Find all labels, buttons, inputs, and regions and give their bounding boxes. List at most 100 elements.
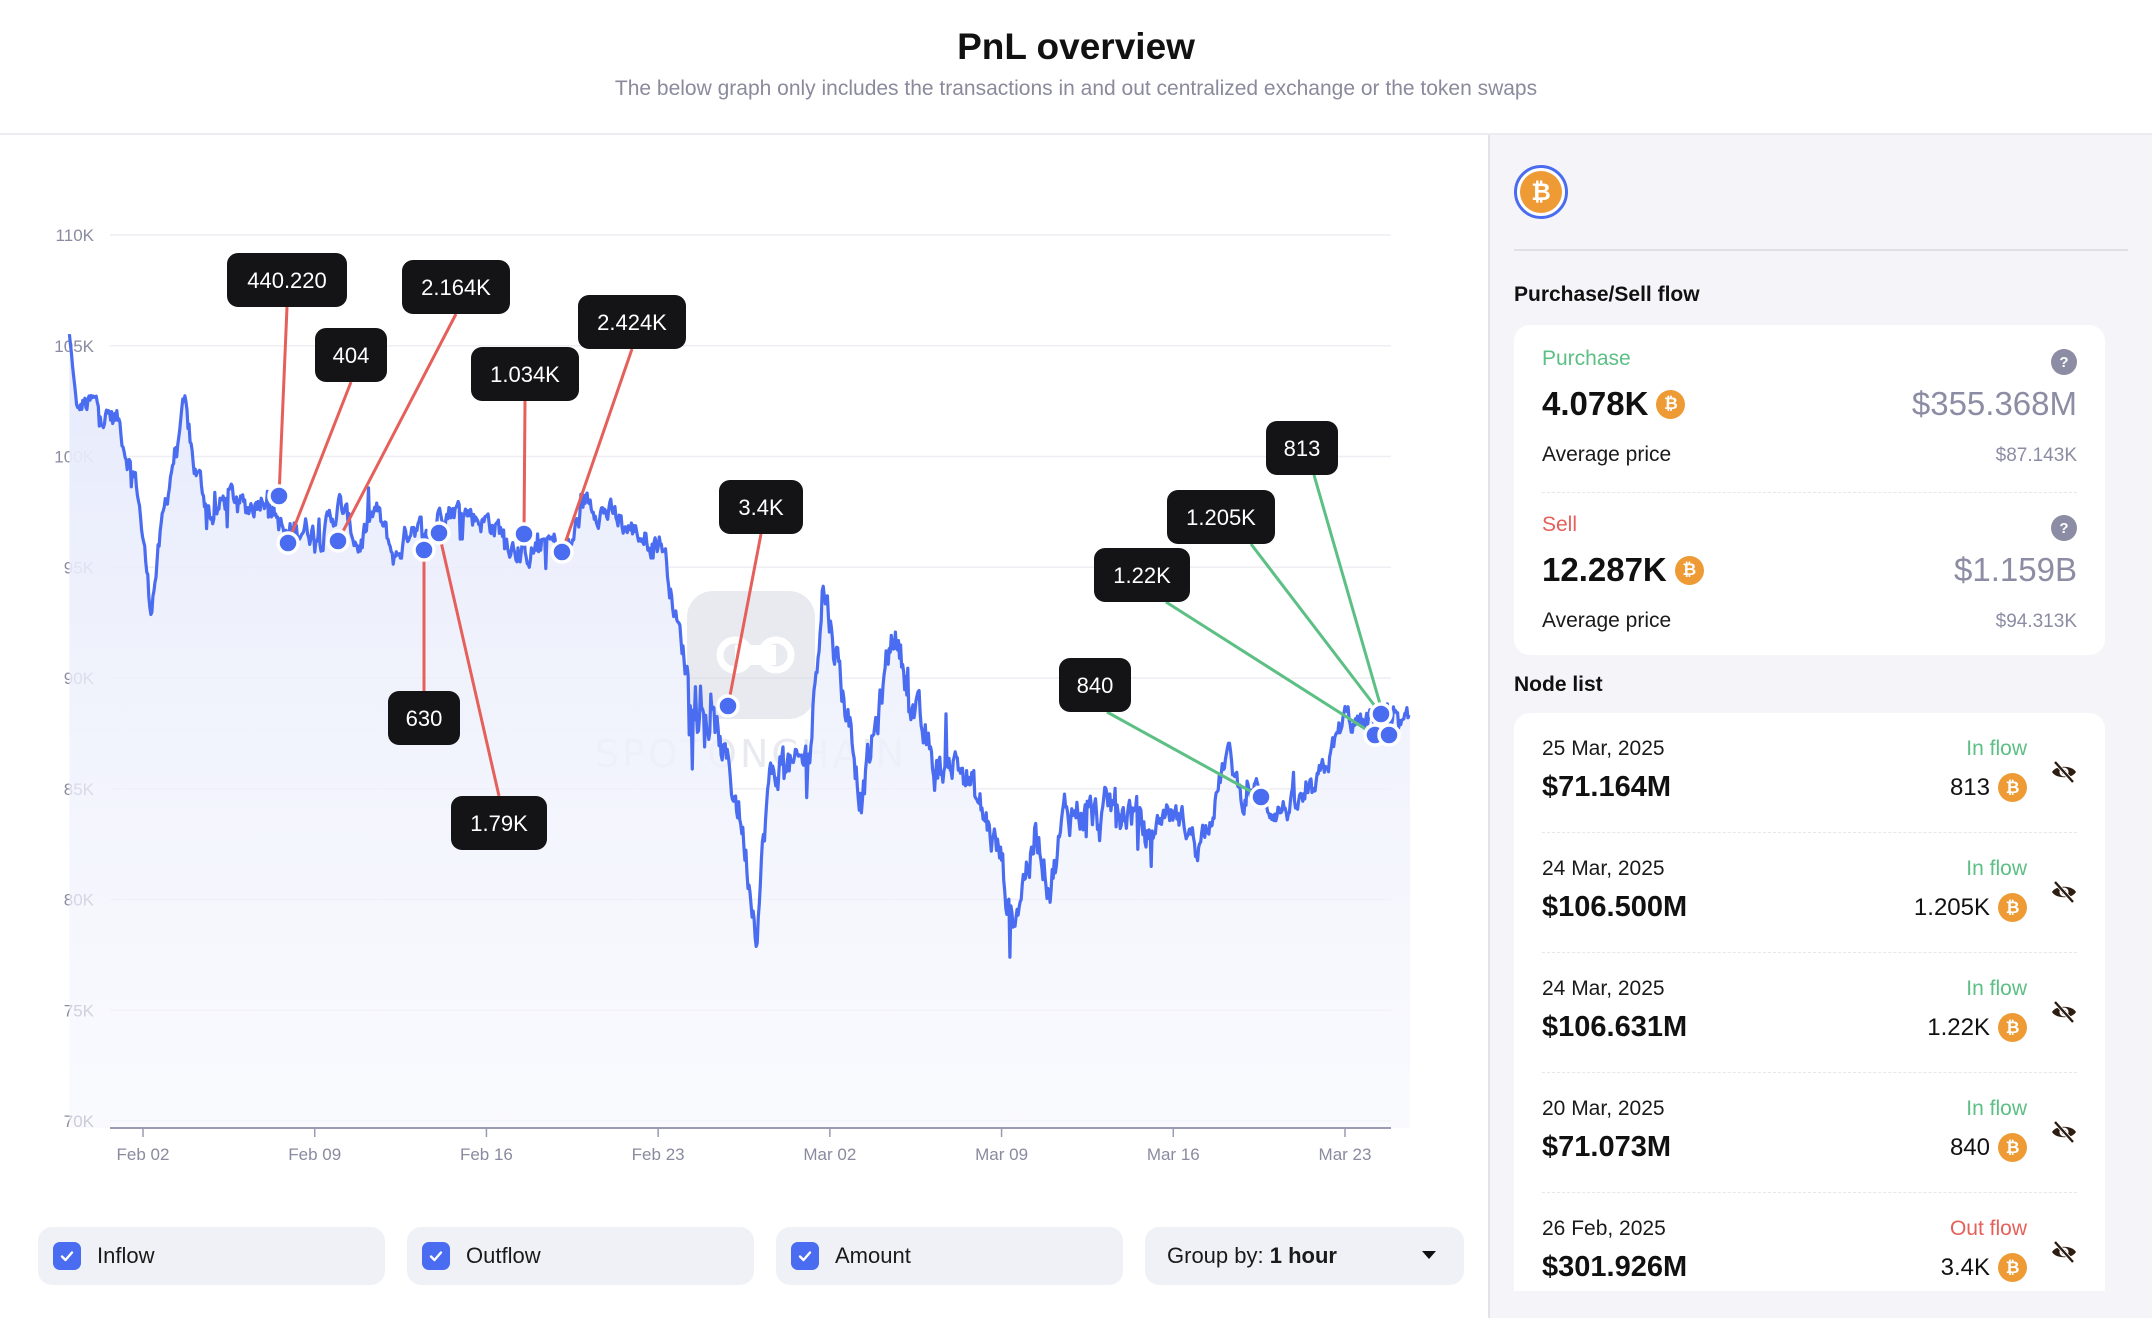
annotation-label: 3.4K [738, 495, 784, 520]
hide-node-icon[interactable] [2049, 877, 2079, 907]
annotation-connector [1165, 600, 1376, 737]
annotation-label-box [1094, 548, 1190, 602]
purchase-amount-value: 4.078K [1542, 385, 1649, 422]
hide-node-icon[interactable] [2049, 997, 2079, 1027]
annotation-point[interactable] [512, 522, 536, 546]
bitcoin-icon: ₿ [1656, 389, 1686, 419]
node-list-item[interactable]: 20 Mar, 2025 $71.073M In flow 840 ₿ [1514, 1073, 2105, 1193]
annotation-point[interactable] [267, 484, 291, 508]
hide-node-icon[interactable] [2049, 1117, 2079, 1147]
inflow-label: Inflow [97, 1243, 155, 1268]
node-amount-value: 1.22K [1927, 1013, 1990, 1041]
divider [1542, 1072, 2077, 1073]
annotation-label: 404 [333, 343, 370, 368]
help-icon[interactable]: ? [2051, 515, 2077, 541]
purchase-avg-label: Average price [1542, 443, 1672, 466]
sell-amount-value: 12.287K [1542, 551, 1667, 588]
node-amount: 1.22K ₿ [1927, 1013, 2027, 1042]
annotation-connector [1312, 474, 1391, 736]
node-amount: 840 ₿ [1950, 1133, 2027, 1162]
annotation-point[interactable] [1249, 785, 1273, 809]
node-flow-type: Out flow [1949, 1217, 2027, 1240]
annotation-label: 840 [1077, 673, 1114, 698]
annotation-connector [277, 306, 289, 497]
bitcoin-icon: ₿ [1998, 893, 2027, 922]
annotation-connector [726, 533, 763, 707]
annotation-label: 1.205K [1186, 505, 1256, 530]
node-amount-value: 3.4K [1940, 1253, 1990, 1281]
hide-node-icon[interactable] [2049, 1237, 2079, 1267]
bitcoin-icon: ₿ [1520, 171, 1562, 213]
purchase-sell-card: Purchase ? 4.078K ₿ $355.368M Average pri… [1514, 325, 2105, 655]
annotation-label-box [471, 347, 579, 401]
node-amount: 813 ₿ [1950, 773, 2027, 802]
node-usd-value: $301.926M [1542, 1251, 1688, 1283]
x-tick-label: Mar 09 [975, 1145, 1028, 1164]
divider [1542, 492, 2077, 493]
purchase-usd: $355.368M [1911, 385, 2077, 422]
annotation-point[interactable] [1369, 702, 1393, 726]
annotation-connector [1249, 543, 1383, 715]
amount-checkbox[interactable] [791, 1242, 819, 1270]
x-tick-label: Feb 23 [632, 1145, 685, 1164]
inflow-toggle[interactable]: Inflow [38, 1227, 385, 1285]
group-by-label: Group by: 1 hour [1167, 1243, 1337, 1269]
annotation-connector [336, 313, 458, 542]
node-list-item[interactable]: 25 Mar, 2025 $71.164M In flow 813 ₿ [1514, 713, 2105, 833]
annotation-point[interactable] [427, 521, 451, 545]
amount-toggle[interactable]: Amount [776, 1227, 1123, 1285]
node-flow-type: In flow [1966, 857, 2027, 880]
page-title: PnL overview [957, 26, 1195, 67]
annotation-connector [1106, 710, 1262, 799]
annotation-label: 2.164K [421, 275, 491, 300]
page-header: PnL overview The below graph only includ… [0, 0, 2152, 135]
outflow-checkbox[interactable] [422, 1242, 450, 1270]
annotation-point[interactable] [276, 531, 300, 555]
caret-down-icon [1422, 1251, 1436, 1259]
chart-area: 70K75K80K85K90K95K100K105K110K SPOTONCHA… [0, 135, 1488, 1318]
annotation-label-box [1059, 658, 1131, 712]
node-list-item[interactable]: 24 Mar, 2025 $106.631M In flow 1.22K ₿ [1514, 953, 2105, 1073]
divider [1542, 952, 2077, 953]
node-date: 20 Mar, 2025 [1542, 1097, 1665, 1120]
node-usd-value: $71.073M [1542, 1131, 1671, 1163]
annotation-label: 1.22K [1113, 563, 1171, 588]
check-icon [798, 1251, 812, 1262]
x-tick-label: Mar 23 [1319, 1145, 1372, 1164]
bitcoin-icon: ₿ [1998, 773, 2027, 802]
amount-label: Amount [835, 1243, 911, 1268]
sell-usd: $1.159B [1954, 551, 2077, 588]
annotation-label-box [719, 480, 803, 534]
help-icon[interactable]: ? [2051, 349, 2077, 375]
x-tick-label: Feb 09 [288, 1145, 341, 1164]
annotation-label: 440.220 [247, 268, 327, 293]
annotation-point[interactable] [412, 538, 436, 562]
annotation-label-box [1167, 490, 1275, 544]
annotation-point[interactable] [550, 540, 574, 564]
node-flow-type: In flow [1966, 737, 2027, 760]
node-usd-value: $106.500M [1542, 891, 1688, 923]
chart-controls: Inflow Outflow Amount Group by: 1 hour [0, 1227, 1488, 1285]
annotation-label: 1.034K [490, 362, 560, 387]
x-tick-label: Feb 16 [460, 1145, 513, 1164]
pnl-line-chart: 70K75K80K85K90K95K100K105K110K SPOTONCHA… [54, 226, 1411, 1164]
node-list: 25 Mar, 2025 $71.164M In flow 813 ₿ 24 Mar, 2… [1514, 713, 2105, 1291]
annotation-connector [522, 400, 527, 535]
hide-node-icon[interactable] [2049, 757, 2079, 787]
annotation-label-box [388, 691, 460, 745]
sell-block: Sell ? 12.287K ₿ $1.159B Average price $9… [1542, 513, 2077, 678]
node-list-item[interactable]: 24 Mar, 2025 $106.500M In flow 1.205K ₿ [1514, 833, 2105, 953]
check-icon [429, 1251, 443, 1262]
inflow-checkbox[interactable] [53, 1242, 81, 1270]
selected-token-avatar[interactable]: ₿ [1514, 165, 1568, 219]
outflow-toggle[interactable]: Outflow [407, 1227, 754, 1285]
annotation-point[interactable] [716, 694, 740, 718]
node-amount: 1.205K ₿ [1914, 893, 2027, 922]
node-date: 24 Mar, 2025 [1542, 977, 1665, 1000]
check-icon [60, 1251, 74, 1262]
annotation-point[interactable] [1377, 723, 1401, 747]
group-by-dropdown[interactable]: Group by: 1 hour [1145, 1227, 1464, 1285]
sell-label: Sell [1542, 513, 1578, 536]
node-list-item[interactable]: 26 Feb, 2025 $301.926M Out flow 3.4K ₿ [1514, 1193, 2105, 1291]
annotation-point[interactable] [326, 529, 350, 553]
